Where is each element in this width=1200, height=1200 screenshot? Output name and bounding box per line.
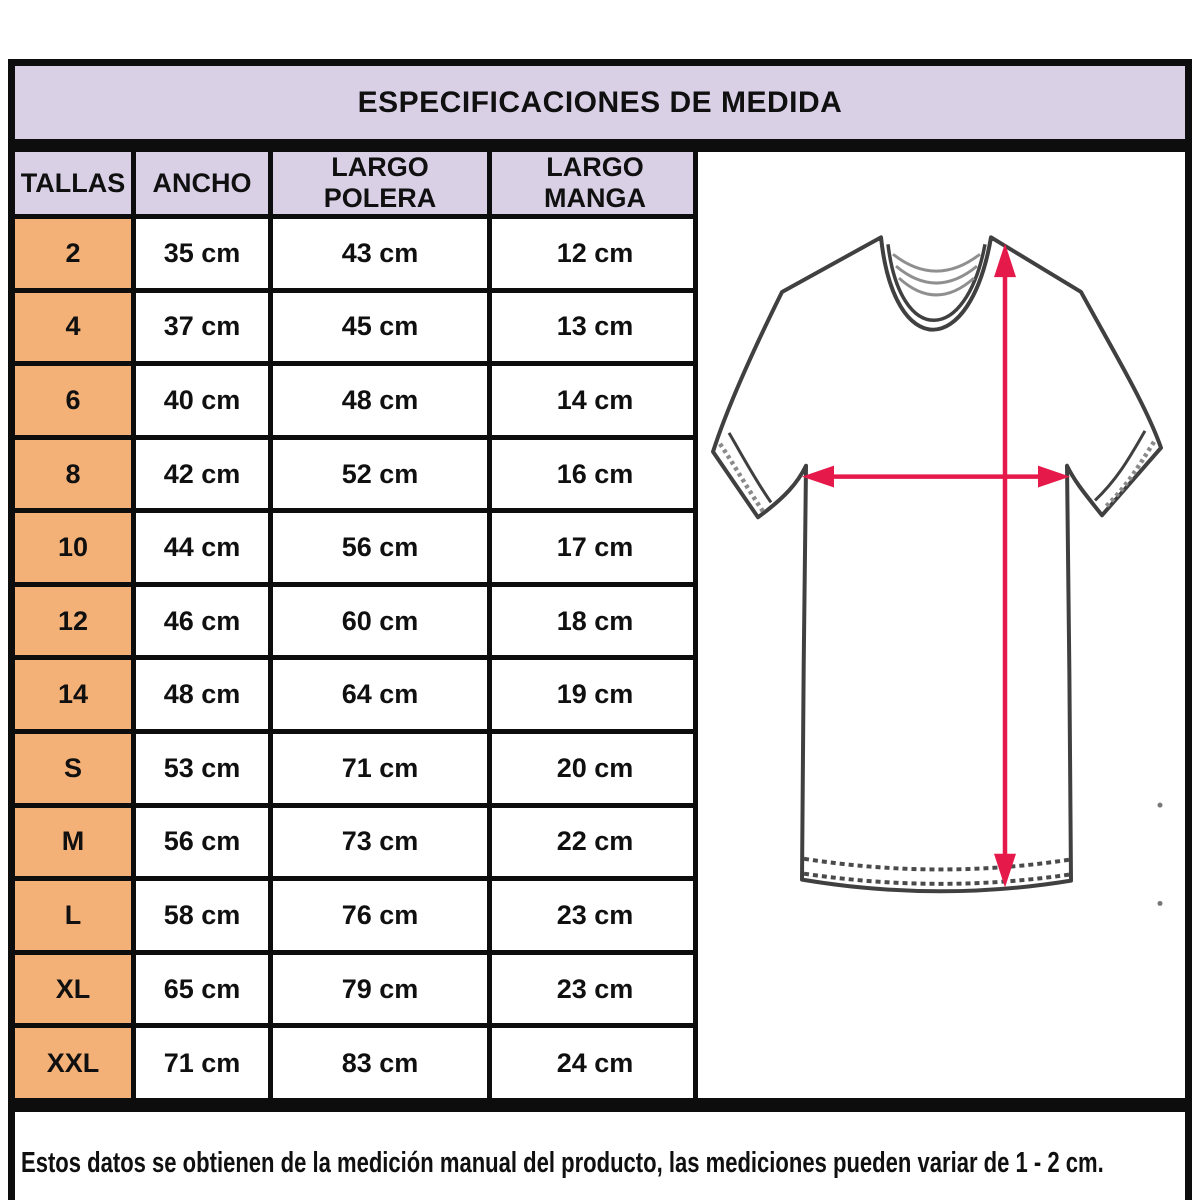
page-title: ESPECIFICACIONES DE MEDIDA — [357, 85, 843, 119]
column-header-ancho: ANCHO — [131, 146, 273, 219]
measure-cell-largo_polera: 45 cm — [268, 287, 492, 367]
measure-cell-largo_polera: 52 cm — [268, 434, 492, 514]
measure-cell-ancho: 71 cm — [131, 1023, 273, 1104]
collar-ribbing — [892, 253, 981, 297]
measure-cell-ancho: 44 cm — [131, 508, 273, 587]
measure-cell-largo_manga: 18 cm — [487, 581, 704, 661]
length-arrow — [994, 243, 1016, 888]
measure-cell-largo_polera: 73 cm — [268, 802, 492, 882]
measure-cell-ancho: 37 cm — [131, 287, 273, 367]
measure-cell-ancho: 42 cm — [131, 434, 273, 514]
collar-band — [886, 243, 987, 322]
measure-cell-ancho: 40 cm — [131, 361, 273, 440]
measure-cell-largo_manga: 13 cm — [487, 287, 704, 367]
size-label: M — [9, 802, 136, 882]
column-header-largo-manga: LARGO MANGA — [487, 146, 704, 219]
measure-cell-largo_polera: 60 cm — [268, 581, 492, 661]
table-row: XL 65 cm 79 cm 23 cm — [9, 949, 704, 1029]
size-label: XXL — [9, 1023, 136, 1104]
measure-cell-largo_polera: 76 cm — [268, 876, 492, 955]
size-label: 14 — [9, 655, 136, 735]
measure-cell-ancho: 48 cm — [131, 655, 273, 735]
note-bar: Estos datos se obtienen de la medición m… — [8, 1105, 1192, 1200]
column-header-largo-polera: LARGO POLERA — [268, 146, 492, 219]
measure-cell-largo_polera: 64 cm — [268, 655, 492, 735]
size-label: L — [9, 876, 136, 955]
size-label: S — [9, 729, 136, 808]
size-table-body: 2 35 cm 43 cm 12 cm 4 37 cm 45 cm 13 cm 6 40 cm 48… — [9, 214, 704, 1104]
measurement-note: Estos datos se obtienen de la medición m… — [21, 1146, 1104, 1179]
table-row: 4 37 cm 45 cm 13 cm — [9, 287, 704, 367]
cuff-stitches — [718, 440, 1156, 513]
measure-cell-ancho: 53 cm — [131, 729, 273, 808]
measure-cell-largo_manga: 16 cm — [487, 434, 704, 514]
table-row: 8 42 cm 52 cm 16 cm — [9, 434, 704, 514]
table-row: 14 48 cm 64 cm 19 cm — [9, 655, 704, 735]
size-label: 12 — [9, 581, 136, 661]
table-row: XXL 71 cm 83 cm 24 cm — [9, 1023, 704, 1104]
measure-cell-largo_manga: 24 cm — [487, 1023, 704, 1104]
measure-cell-ancho: 56 cm — [131, 802, 273, 882]
title-bar: ESPECIFICACIONES DE MEDIDA — [8, 59, 1192, 146]
size-label: 8 — [9, 434, 136, 514]
size-label: 2 — [9, 214, 136, 293]
tshirt-diagram-cell — [693, 145, 1192, 1105]
measure-cell-largo_polera: 56 cm — [268, 508, 492, 587]
measure-cell-largo_manga: 23 cm — [487, 876, 704, 955]
measure-cell-ancho: 65 cm — [131, 949, 273, 1029]
size-label: 6 — [9, 361, 136, 440]
measure-cell-largo_manga: 14 cm — [487, 361, 704, 440]
measure-cell-largo_polera: 71 cm — [268, 729, 492, 808]
tshirt-outline — [711, 235, 1163, 894]
measure-cell-largo_polera: 79 cm — [268, 949, 492, 1029]
cuff-bands — [727, 430, 1147, 504]
measure-cell-largo_polera: 83 cm — [268, 1023, 492, 1104]
table-row: 6 40 cm 48 cm 14 cm — [9, 361, 704, 440]
measure-cell-largo_polera: 43 cm — [268, 214, 492, 293]
table-row: S 53 cm 71 cm 20 cm — [9, 729, 704, 808]
column-header-tallas: TALLAS — [9, 146, 136, 219]
table-row: 10 44 cm 56 cm 17 cm — [9, 508, 704, 587]
print-specks — [1157, 802, 1163, 906]
table-row: M 56 cm 73 cm 22 cm — [9, 802, 704, 882]
table-row: 12 46 cm 60 cm 18 cm — [9, 581, 704, 661]
measure-cell-largo_manga: 17 cm — [487, 508, 704, 587]
measure-cell-ancho: 35 cm — [131, 214, 273, 293]
width-arrow — [802, 465, 1070, 488]
measure-cell-largo_manga: 22 cm — [487, 802, 704, 882]
size-label: XL — [9, 949, 136, 1029]
size-label: 10 — [9, 508, 136, 587]
measure-cell-largo_manga: 12 cm — [487, 214, 704, 293]
measure-cell-ancho: 58 cm — [131, 876, 273, 955]
table-row: L 58 cm 76 cm 23 cm — [9, 876, 704, 955]
size-table: TALLAS ANCHO LARGO POLERA LARGO MANGA 2 35 c… — [8, 145, 705, 1105]
measure-cell-largo_polera: 48 cm — [268, 361, 492, 440]
measure-cell-largo_manga: 20 cm — [487, 729, 704, 808]
measure-cell-largo_manga: 23 cm — [487, 949, 704, 1029]
size-table-header-row: TALLAS ANCHO LARGO POLERA LARGO MANGA — [9, 146, 704, 219]
table-row: 2 35 cm 43 cm 12 cm — [9, 214, 704, 293]
tshirt-diagram — [711, 235, 1163, 906]
measure-cell-ancho: 46 cm — [131, 581, 273, 661]
size-label: 4 — [9, 287, 136, 367]
measure-cell-largo_manga: 19 cm — [487, 655, 704, 735]
